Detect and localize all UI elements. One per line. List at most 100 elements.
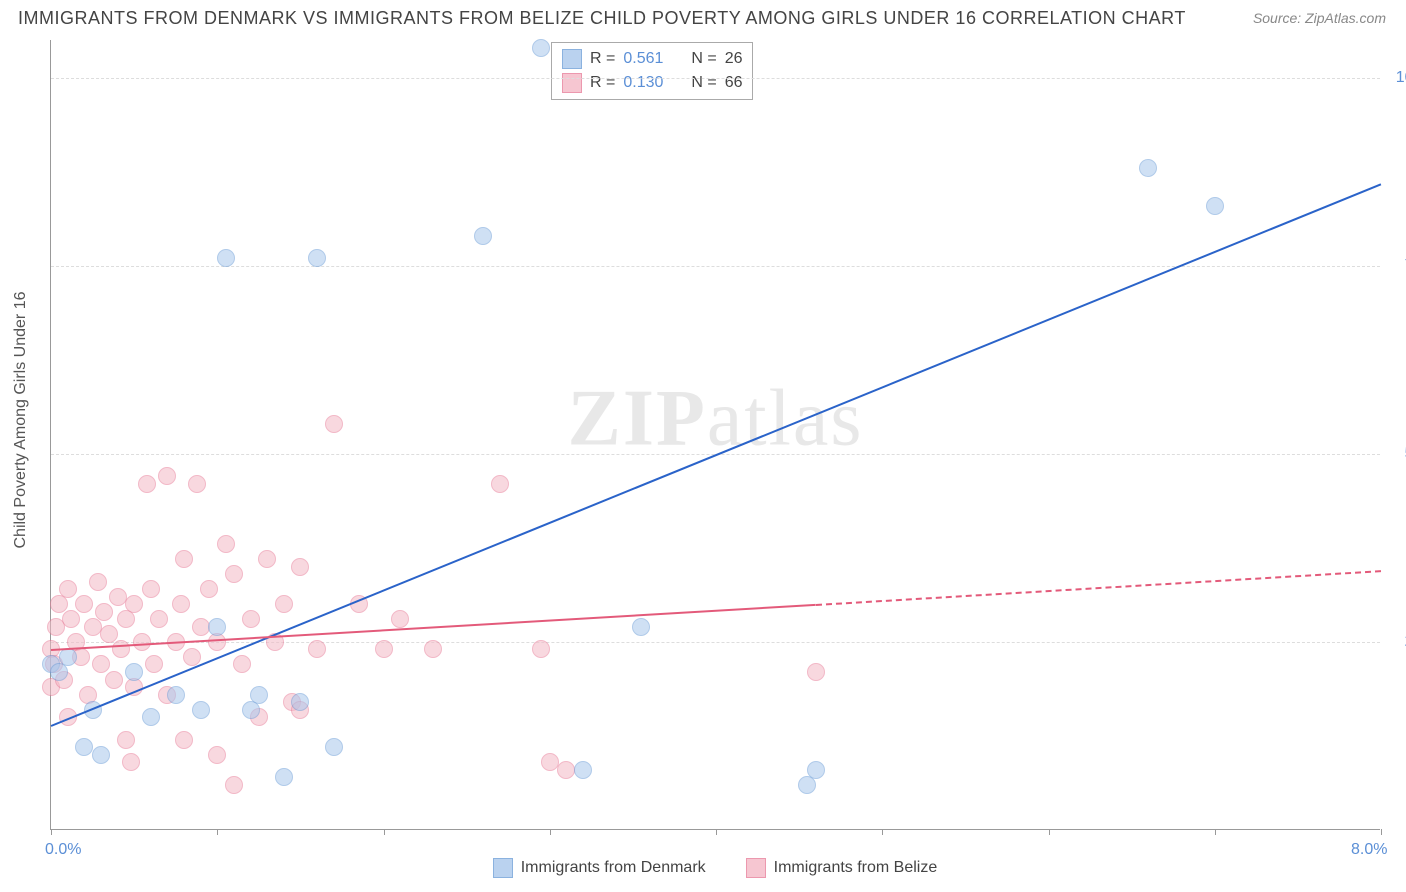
data-point	[291, 693, 309, 711]
data-point	[208, 746, 226, 764]
data-point	[557, 761, 575, 779]
data-point	[574, 761, 592, 779]
data-point	[158, 467, 176, 485]
data-point	[59, 580, 77, 598]
trend-line	[51, 183, 1382, 727]
data-point	[59, 648, 77, 666]
correlation-legend: R = 0.561 N = 26 R =0.130N =66	[551, 42, 753, 100]
trend-line	[816, 570, 1381, 606]
data-point	[175, 731, 193, 749]
data-point	[172, 595, 190, 613]
legend-label: Immigrants from Denmark	[521, 859, 706, 877]
data-point	[192, 618, 210, 636]
data-point	[275, 595, 293, 613]
data-point	[275, 768, 293, 786]
data-point	[250, 686, 268, 704]
legend-swatch	[562, 73, 582, 93]
data-point	[217, 249, 235, 267]
data-point	[192, 701, 210, 719]
data-point	[133, 633, 151, 651]
legend-row: R =0.130N =66	[562, 71, 742, 95]
data-point	[308, 640, 326, 658]
data-point	[375, 640, 393, 658]
x-tick	[51, 829, 52, 835]
data-point	[1206, 197, 1224, 215]
y-tick-label: 100.0%	[1390, 69, 1406, 87]
data-point	[75, 738, 93, 756]
n-label: N =	[691, 50, 716, 68]
data-point	[391, 610, 409, 628]
data-point	[89, 573, 107, 591]
data-point	[225, 776, 243, 794]
data-point	[474, 227, 492, 245]
data-point	[142, 708, 160, 726]
data-point	[325, 415, 343, 433]
data-point	[807, 761, 825, 779]
data-point	[325, 738, 343, 756]
data-point	[217, 535, 235, 553]
x-tick	[550, 829, 551, 835]
legend-swatch	[562, 49, 582, 69]
y-tick-label: 25.0%	[1390, 633, 1406, 651]
x-tick	[384, 829, 385, 835]
data-point	[175, 550, 193, 568]
data-point	[62, 610, 80, 628]
data-point	[84, 618, 102, 636]
data-point	[183, 648, 201, 666]
data-point	[225, 565, 243, 583]
data-point	[95, 603, 113, 621]
watermark: ZIPatlas	[568, 373, 864, 464]
data-point	[150, 610, 168, 628]
x-tick	[1049, 829, 1050, 835]
data-point	[532, 640, 550, 658]
data-point	[167, 686, 185, 704]
x-tick-label: 0.0%	[45, 841, 81, 859]
data-point	[424, 640, 442, 658]
legend-row: R = 0.561 N = 26	[562, 47, 742, 71]
data-point	[125, 595, 143, 613]
y-tick-label: 75.0%	[1390, 257, 1406, 275]
legend-swatch	[493, 858, 513, 878]
source-attribution: Source: ZipAtlas.com	[1253, 10, 1386, 26]
y-axis-label: Child Poverty Among Girls Under 16	[12, 292, 30, 549]
x-tick-label: 8.0%	[1351, 841, 1387, 859]
chart-title: IMMIGRANTS FROM DENMARK VS IMMIGRANTS FR…	[18, 8, 1186, 29]
series-legend: Immigrants from Denmark Immigrants from B…	[50, 858, 1380, 878]
x-tick	[716, 829, 717, 835]
data-point	[491, 475, 509, 493]
data-point	[308, 249, 326, 267]
r-label: R =	[590, 50, 615, 68]
watermark-bold: ZIP	[568, 374, 707, 462]
y-tick-label: 50.0%	[1390, 445, 1406, 463]
x-tick	[882, 829, 883, 835]
n-value: 26	[725, 50, 743, 68]
data-point	[117, 731, 135, 749]
data-point	[291, 558, 309, 576]
data-point	[200, 580, 218, 598]
data-point	[142, 580, 160, 598]
x-tick	[1215, 829, 1216, 835]
data-point	[242, 610, 260, 628]
data-point	[532, 39, 550, 57]
legend-item: Immigrants from Belize	[746, 858, 938, 878]
data-point	[75, 595, 93, 613]
legend-label: Immigrants from Belize	[774, 859, 938, 877]
data-point	[112, 640, 130, 658]
data-point	[92, 655, 110, 673]
data-point	[208, 618, 226, 636]
plot-area: ZIPatlas R =0.561N =26R =0.130N =66 25.0…	[50, 40, 1380, 830]
data-point	[1139, 159, 1157, 177]
data-point	[258, 550, 276, 568]
data-point	[807, 663, 825, 681]
data-point	[541, 753, 559, 771]
data-point	[125, 663, 143, 681]
data-point	[92, 746, 110, 764]
data-point	[122, 753, 140, 771]
data-point	[632, 618, 650, 636]
x-tick	[1381, 829, 1382, 835]
data-point	[109, 588, 127, 606]
data-point	[105, 671, 123, 689]
data-point	[138, 475, 156, 493]
data-point	[145, 655, 163, 673]
r-value: 0.561	[623, 50, 673, 68]
